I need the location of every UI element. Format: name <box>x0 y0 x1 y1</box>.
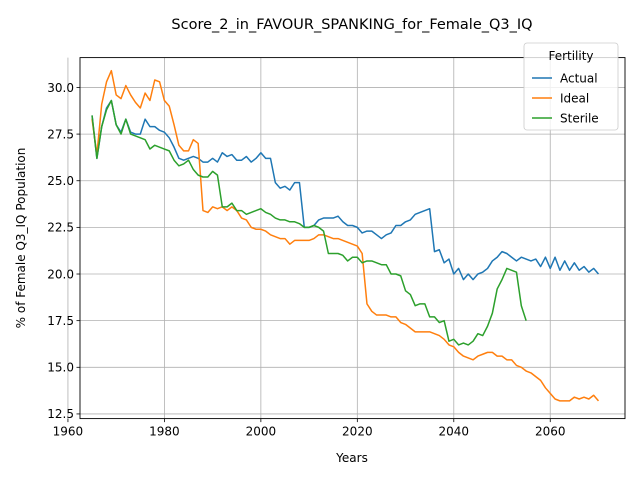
y-tick-label: 22.5 <box>47 221 74 235</box>
y-tick-label: 12.5 <box>47 407 74 421</box>
series-line-sterile <box>91 99 527 346</box>
y-axis-ticks: 12.5 15.0 17.5 20.0 22.5 25.0 27.5 30.0 <box>47 81 80 421</box>
legend-title: Fertility <box>548 49 593 63</box>
x-tick-label: 1960 <box>53 425 84 439</box>
y-tick-label: 20.0 <box>47 267 74 281</box>
series-line-ideal <box>91 69 600 402</box>
y-tick-label: 15.0 <box>47 361 74 375</box>
series-lines <box>91 69 600 402</box>
legend-label-actual: Actual <box>560 71 598 85</box>
x-axis-ticks: 1960 1980 2000 2020 2040 2060 <box>53 418 566 439</box>
x-tick-label: 2020 <box>342 425 373 439</box>
y-axis-label: % of Female Q3_IQ Population <box>14 148 28 329</box>
x-tick-label: 2000 <box>246 425 277 439</box>
x-tick-label: 1980 <box>149 425 180 439</box>
y-tick-label: 30.0 <box>47 81 74 95</box>
legend-box <box>523 42 619 131</box>
series-line-actual <box>91 99 600 281</box>
y-tick-label: 25.0 <box>47 174 74 188</box>
y-tick-label: 17.5 <box>47 314 74 328</box>
legend: Fertility Actual Ideal Sterile <box>523 42 619 131</box>
chart-title: Score_2_in_FAVOUR_SPANKING_for_Female_Q3… <box>171 17 532 33</box>
x-tick-label: 2040 <box>439 425 470 439</box>
x-tick-label: 2060 <box>535 425 566 439</box>
legend-label-ideal: Ideal <box>560 91 589 105</box>
x-axis-label: Years <box>335 451 368 465</box>
y-tick-label: 27.5 <box>47 127 74 141</box>
plot-frame <box>79 57 626 420</box>
legend-label-sterile: Sterile <box>560 111 599 125</box>
